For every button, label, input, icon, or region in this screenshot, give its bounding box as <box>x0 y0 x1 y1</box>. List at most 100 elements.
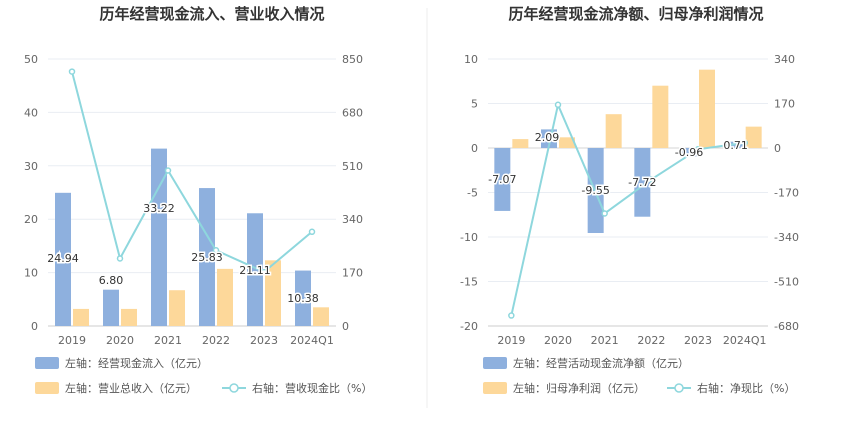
x-axis-tick: 2019 <box>497 334 525 347</box>
x-axis-tick: 2021 <box>591 334 619 347</box>
left-axis-tick: 0 <box>471 142 478 155</box>
legend-label: 左轴：经营现金流入（亿元） <box>65 356 208 370</box>
left-axis-tick: -5 <box>467 187 478 200</box>
bar-value-label: -0.96 <box>675 146 703 159</box>
ratio-point <box>308 228 316 236</box>
left-axis-tick: 0 <box>31 320 38 333</box>
bar-secondary <box>73 308 89 326</box>
bar-primary <box>494 148 511 211</box>
bar-secondary <box>605 114 622 148</box>
x-axis-tick: 2020 <box>106 334 134 347</box>
left-axis-tick: 40 <box>24 106 38 119</box>
ratio-point <box>116 255 124 262</box>
ratio-point <box>68 68 76 75</box>
x-axis-tick: 2022 <box>202 334 230 347</box>
legend-marker <box>229 383 239 393</box>
bar-value-label: 33.22 <box>143 202 175 215</box>
chart-title: 历年经营现金流净额、归母净利润情况 <box>508 5 763 23</box>
ratio-point <box>694 146 702 153</box>
bar-value-label: 21.11 <box>239 264 271 277</box>
bar-secondary <box>121 308 137 326</box>
right-axis-tick: 170 <box>774 98 795 111</box>
x-axis-tick: 2019 <box>58 334 86 347</box>
right-axis-tick: 340 <box>774 53 795 66</box>
legend-swatch <box>35 382 59 394</box>
legend-label: 左轴：归母净利润（亿元） <box>513 381 645 395</box>
bar-primary <box>199 188 215 326</box>
bar-secondary <box>652 85 669 148</box>
legend-label: 左轴：经营活动现金流净额（亿元） <box>513 356 689 370</box>
left-axis-tick: -20 <box>460 320 478 333</box>
bar-secondary <box>313 307 329 326</box>
ratio-point <box>508 312 515 319</box>
right-axis-tick: 0 <box>774 142 781 155</box>
bar-value-label: 2.09 <box>535 131 560 144</box>
right-axis-tick: 850 <box>342 53 363 66</box>
bar-value-label: 25.83 <box>191 251 223 264</box>
bar-secondary <box>745 126 762 148</box>
right-axis-tick: 680 <box>342 106 363 119</box>
left-axis-tick: -10 <box>460 231 478 244</box>
bar-primary <box>681 148 697 157</box>
bar-primary <box>295 270 311 326</box>
bar-value-label: 24.94 <box>47 252 79 265</box>
left-axis-tick: 10 <box>464 53 478 66</box>
ratio-point <box>164 167 172 174</box>
bar-primary <box>541 129 557 148</box>
ratio-point <box>260 268 268 276</box>
bar-value-label: 0.71 <box>723 139 748 152</box>
left-axis-tick: 20 <box>24 213 38 226</box>
x-axis-tick: 2024Q1 <box>723 334 767 347</box>
left-axis-tick: 10 <box>24 267 38 280</box>
legend-marker <box>674 383 684 393</box>
x-axis-tick: 2024Q1 <box>290 334 334 347</box>
right-axis-tick: -680 <box>774 320 799 333</box>
bar-value-label: 10.38 <box>287 292 319 305</box>
bar-secondary <box>699 69 715 148</box>
bar-primary <box>634 148 651 217</box>
legend-label: 右轴：营收现金比（%） <box>252 381 372 395</box>
chart-title: 历年经营现金流入、营业收入情况 <box>99 5 324 23</box>
legend-swatch <box>483 357 507 369</box>
bar-secondary <box>512 139 529 148</box>
ratio-point <box>648 176 655 183</box>
ratio-line <box>510 101 745 316</box>
right-axis-tick: 340 <box>342 213 363 226</box>
bar-primary <box>55 192 71 326</box>
bar-value-label: 6.80 <box>99 274 124 287</box>
ratio-point <box>554 101 562 109</box>
legend-label: 左轴：营业总收入（亿元） <box>65 381 197 395</box>
bar-secondary <box>559 137 575 148</box>
left-axis-tick: 50 <box>24 53 38 66</box>
bar-secondary <box>169 290 185 326</box>
x-axis-tick: 2023 <box>684 334 712 347</box>
left-axis-tick: 5 <box>471 98 478 111</box>
x-axis-tick: 2021 <box>154 334 182 347</box>
bar-value-label: -7.07 <box>488 173 516 186</box>
right-axis-tick: 0 <box>342 320 349 333</box>
legend-swatch <box>483 382 507 394</box>
right-axis-tick: -510 <box>774 276 799 289</box>
right-axis-tick: -340 <box>774 231 799 244</box>
ratio-point <box>601 210 608 217</box>
x-axis-tick: 2022 <box>637 334 665 347</box>
right-axis-tick: -170 <box>774 187 799 200</box>
bar-primary <box>247 213 263 326</box>
x-axis-tick: 2023 <box>250 334 278 347</box>
right-axis-tick: 510 <box>342 160 363 173</box>
bar-primary <box>103 289 119 326</box>
left-axis-tick: -15 <box>460 276 478 289</box>
ratio-point <box>741 139 748 147</box>
legend-label: 右轴：净现比（%） <box>697 381 795 395</box>
ratio-line <box>71 71 313 274</box>
bar-secondary <box>217 268 233 326</box>
bar-value-label: -9.55 <box>581 184 609 197</box>
x-axis-tick: 2020 <box>544 334 572 347</box>
bar-value-label: -7.72 <box>628 176 656 189</box>
legend-swatch <box>35 357 59 369</box>
left-axis-tick: 30 <box>24 160 38 173</box>
bar-secondary <box>265 260 281 326</box>
ratio-point <box>212 247 220 254</box>
